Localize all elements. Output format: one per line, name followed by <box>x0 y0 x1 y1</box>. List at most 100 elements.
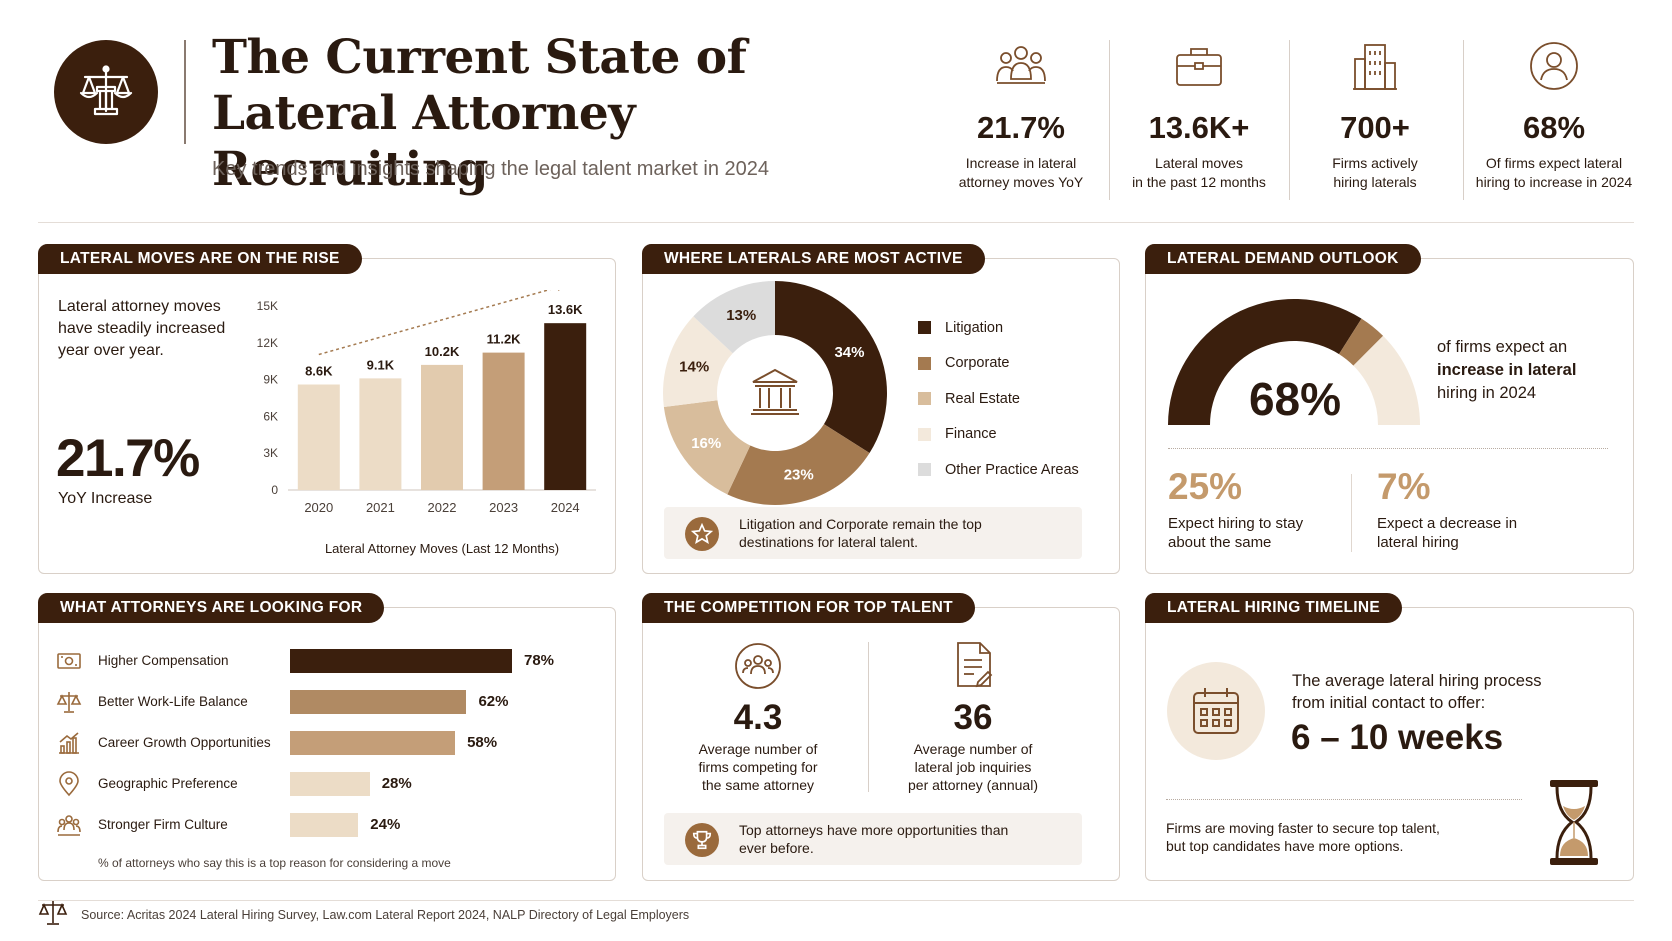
decrease-value: 7% <box>1377 466 1431 507</box>
legend-swatch <box>918 427 931 441</box>
scales-icon <box>38 901 68 925</box>
donut-chart: 34% 23% 16% 14% 13% <box>663 281 887 505</box>
page-title: The Current State of Lateral Attorney Re… <box>212 30 912 198</box>
stat-divider <box>1289 40 1290 200</box>
footer-icon-wrap <box>38 898 68 928</box>
donut-slice <box>727 424 870 505</box>
looking-for-row: Higher Compensation 78% <box>54 644 614 678</box>
stat-divider <box>1463 40 1464 200</box>
demand-text: of firms expect an increase in lateral h… <box>1437 336 1627 405</box>
looking-for-label: Better Work-Life Balance <box>98 694 248 709</box>
donut-center <box>747 364 803 420</box>
bar <box>359 378 402 490</box>
legend-label: Finance <box>945 426 997 443</box>
trophy-icon-wrap <box>685 823 719 857</box>
bar-chart: 0 3K 6K 9K 12K 15K 8.6K 2020 9.1K 2021 10.2K 2022 11… <box>257 290 596 556</box>
legend-item: Corporate <box>918 346 1118 382</box>
competition-left-value: 4.3 <box>733 698 783 737</box>
calendar-icon <box>1193 688 1239 734</box>
logo <box>54 40 158 144</box>
stat-value: 21.7% <box>977 110 1065 145</box>
team-icon <box>57 815 81 836</box>
yoy-value: 21.7% <box>56 429 200 488</box>
building-icon <box>1353 44 1397 90</box>
timeline-text: The average lateral hiring process from … <box>1292 672 1542 712</box>
gauge-same-segment <box>1353 335 1420 425</box>
demand-text-post: hiring in 2024 <box>1437 384 1537 402</box>
looking-for-value: 62% <box>478 693 509 710</box>
legend-swatch <box>918 356 931 370</box>
x-axis-label: Lateral Attorney Moves (Last 12 Months) <box>325 541 559 556</box>
looking-for-label: Geographic Preference <box>98 776 238 791</box>
footer-divider <box>38 900 1634 901</box>
bar-value-label: 13.6K <box>548 302 583 317</box>
page-subtitle: Key trends and insights shaping the lega… <box>212 158 770 180</box>
bar-value-label: 9.1K <box>367 357 395 372</box>
trophy-icon <box>692 830 712 850</box>
document-icon <box>957 642 993 688</box>
stat-firms: 700+ Firms actively hiring laterals <box>1290 38 1460 192</box>
yoy-label: YoY Increase <box>58 490 153 507</box>
looking-for-bar <box>290 731 456 755</box>
trend-arrowhead <box>558 290 560 292</box>
gauge-value: 68% <box>1248 373 1342 425</box>
bar-value-label: 11.2K <box>487 332 522 347</box>
tab-looking-for: WHAT ATTORNEYS ARE LOOKING FOR <box>38 593 385 623</box>
x-tick-label: 2024 <box>551 500 580 515</box>
stat-yoy: 21.7% Increase in lateral attorney moves… <box>936 38 1106 192</box>
y-tick-label: 12K <box>257 336 278 350</box>
scales-of-justice-icon <box>79 65 133 116</box>
user-circle-icon <box>1530 42 1578 90</box>
legend-swatch <box>918 463 931 477</box>
donut-slice <box>663 316 733 408</box>
group-circle-icon <box>735 643 781 689</box>
looking-for-list: Higher Compensation 78% Better Work-Life B… <box>54 644 614 854</box>
looking-for-label: Career Growth Opportunities <box>98 735 271 750</box>
bar <box>297 384 340 490</box>
bar-value-label: 10.2K <box>425 344 460 359</box>
header-divider <box>38 222 1634 223</box>
decrease-label: Expect a decrease in lateral hiring <box>1377 515 1518 551</box>
lateral-moves-description: Lateral attorney moves have steadily inc… <box>58 298 226 359</box>
briefcase-icon <box>1176 48 1222 86</box>
note-icon-wrap <box>685 517 719 551</box>
tab-demand: LATERAL DEMAND OUTLOOK <box>1145 244 1421 274</box>
donut-slice <box>693 281 775 354</box>
stat-divider <box>1109 40 1110 200</box>
x-tick-label: 2021 <box>366 500 395 515</box>
stat-label: Increase in lateral attorney moves YoY <box>958 155 1084 190</box>
tab-where-active: WHERE LATERALS ARE MOST ACTIVE <box>642 244 985 274</box>
stat-value: 700+ <box>1340 110 1410 145</box>
title-line-2: Lateral Attorney Recruiting <box>212 86 636 197</box>
looking-for-footnote: % of attorneys who say this is a top rea… <box>98 856 451 870</box>
hourglass-wrap <box>1544 778 1604 868</box>
demand-vertical-divider <box>1351 474 1352 552</box>
growth-chart-icon <box>59 732 79 754</box>
timeline-dotted-divider <box>1166 799 1522 800</box>
tab-lateral-moves: LATERAL MOVES ARE ON THE RISE <box>38 244 362 274</box>
x-tick-label: 2022 <box>428 500 457 515</box>
competition-note: Top attorneys have more opportunities th… <box>739 822 1009 856</box>
where-active-note: Litigation and Corporate remain the top … <box>739 516 982 550</box>
legend-swatch <box>918 321 931 335</box>
looking-for-row: Career Growth Opportunities 58% <box>54 726 614 760</box>
stat-label: Of firms expect lateral hiring to increa… <box>1475 155 1633 190</box>
stat-label: Lateral moves in the past 12 months <box>1132 155 1266 190</box>
competition-right-label: Average number of lateral job inquiries … <box>908 741 1038 793</box>
timeline-note: Firms are moving faster to secure top ta… <box>1166 820 1440 854</box>
x-tick-label: 2023 <box>489 500 518 515</box>
x-tick-label: 2020 <box>304 500 333 515</box>
demand-text-bold: increase in lateral <box>1437 361 1577 379</box>
tab-competition: THE COMPETITION FOR TOP TALENT <box>642 593 975 623</box>
looking-for-bar <box>290 690 467 714</box>
donut-slice <box>775 281 887 454</box>
same-value: 25% <box>1168 466 1243 507</box>
competition-right-icon-wrap <box>952 640 996 690</box>
location-pin-icon <box>59 771 79 797</box>
courthouse-icon <box>751 368 799 415</box>
looking-for-value: 24% <box>370 816 401 833</box>
people-group-icon <box>996 46 1046 84</box>
stat-expect: 68% Of firms expect lateral hiring to in… <box>1465 38 1643 192</box>
balance-scale-icon <box>56 692 82 713</box>
title-divider <box>184 40 186 144</box>
